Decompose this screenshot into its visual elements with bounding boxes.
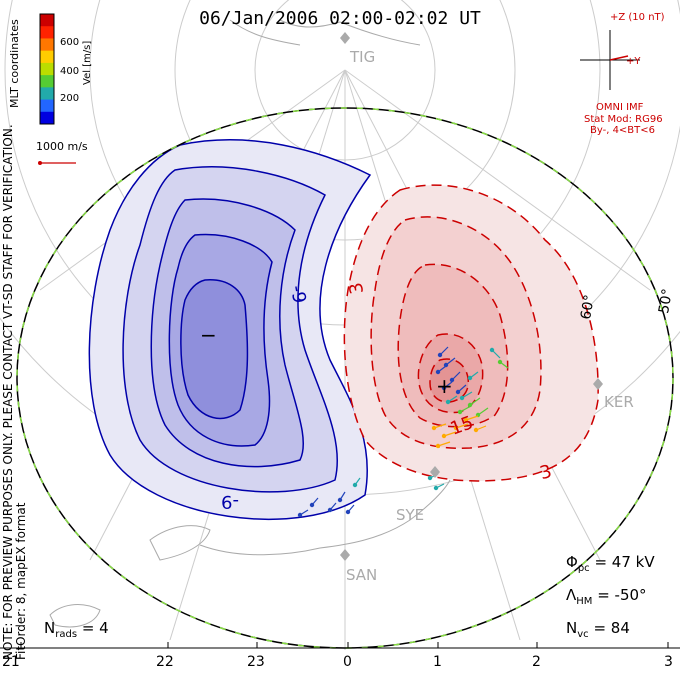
stat-model-label: Stat Mod: RG96 (584, 114, 663, 125)
vector-scale-label: 1000 m/s (36, 140, 88, 153)
imf-z-label: +Z (10 nT) (610, 12, 665, 23)
station-sye: SYE (396, 506, 425, 524)
positive-potential-cell (343, 184, 599, 482)
mlt-tick-3: 3 (664, 654, 673, 670)
station-san: SAN (346, 566, 378, 584)
colorbar-segment (40, 87, 54, 101)
contour-label-pos-2: 3 (538, 461, 554, 484)
positive-extremum-marker: + (436, 374, 453, 398)
mlt-axis (0, 642, 680, 649)
mlt-tick-22: 22 (156, 654, 174, 670)
mlt-tick-21: 21 (2, 654, 20, 670)
colorbar-segment (40, 14, 54, 27)
vector-scale-indicator (38, 161, 76, 165)
contour-label-pos-1: 3 (346, 281, 369, 296)
mlt-tick-0: 0 (343, 654, 352, 670)
cross-polar-cap-potential: Φpc = 47 kV (566, 553, 655, 574)
colorbar-segment (40, 38, 54, 52)
contour-label-neg-2: -9 (221, 491, 239, 512)
colorbar-segment (40, 50, 54, 64)
station-ker: KER (604, 393, 634, 411)
preview-note-line2: FitOrder: 8, mapEX format (14, 502, 28, 660)
colorbar-tick-600: 600 (60, 37, 80, 48)
mlt-tick-1: 1 (433, 654, 442, 670)
stat-model-condition: By-, 4<BT<6 (590, 125, 656, 136)
negative-extremum-marker: − (200, 323, 217, 347)
station-tig: TIG (350, 48, 376, 66)
station-markers (340, 32, 603, 561)
imf-y-label: +Y (626, 56, 641, 67)
contour-label-neg-1: -9 (286, 284, 310, 305)
colorbar-tick-200: 200 (60, 93, 80, 104)
colorbar-segment (40, 111, 54, 125)
colorbar-segment (40, 62, 54, 76)
coordinates-label: MLT coordinates (8, 19, 21, 108)
colorbar-segment (40, 75, 54, 88)
mlt-tick-2: 2 (532, 654, 541, 670)
vector-count: Nvc = 84 (566, 619, 630, 640)
velocity-colorbar (39, 13, 55, 125)
map-title: 06/Jan/2006 02:00-02:02 UT (199, 8, 481, 29)
negative-potential-cell (88, 139, 372, 520)
colorbar-segment (40, 26, 54, 39)
colorbar-tick-400: 400 (60, 66, 80, 77)
colorbar-unit-label: Vel [m/s] (82, 40, 93, 85)
preview-note: NOTE: FOR PREVIEW PURPOSES ONLY. PLEASE … (1, 60, 28, 660)
coastlines (49, 19, 451, 628)
mlt-tick-23: 23 (247, 654, 265, 670)
radar-count: Nrads = 4 (44, 619, 109, 640)
colorbar-segment (40, 99, 54, 113)
hm-boundary-dash (16, 107, 674, 649)
hm-latitude: ΛHM = -50° (566, 586, 647, 607)
imf-source-label: OMNI IMF (596, 102, 644, 113)
imf-clock (580, 30, 640, 90)
